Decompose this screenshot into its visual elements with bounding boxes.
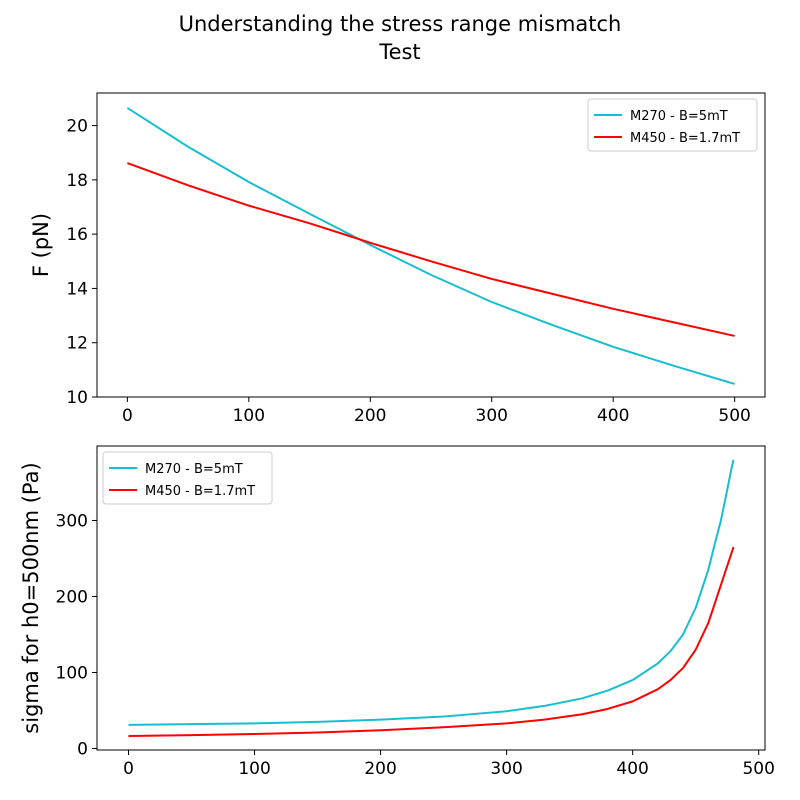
series-line-1 [128,459,735,726]
y-tick-label: 0 [77,739,88,759]
legend-box [587,98,758,152]
x-tick-label: 100 [233,406,265,426]
legend-label: M270 - B=5mT [145,462,243,477]
series-line-2 [127,162,735,337]
x-tick-label: 200 [354,406,386,426]
legend-label: M450 - B=1.7mT [630,131,740,146]
y-tick-label: 16 [66,225,88,245]
plot-frame [96,445,766,751]
y-tick-label: 14 [66,279,88,299]
y-tick-label: 12 [66,334,88,354]
x-tick-label: 0 [123,759,134,779]
y-tick-label: 10 [66,388,88,408]
y-tick-label: 200 [56,587,88,607]
x-tick-label: 500 [718,406,750,426]
plot-frame [96,92,766,398]
x-tick-label: 300 [476,406,508,426]
legend: M270 - B=5mT M450 - B=1.7mT [587,98,758,152]
y-axis-label: F (pN) [29,213,53,277]
y-tick-label: 20 [66,117,88,137]
x-tick-label: 300 [490,759,522,779]
figure-title: Understanding the stress range mismatch [178,12,622,36]
legend-box [102,451,273,505]
y-tick-label: 300 [56,511,88,531]
x-tick-label: 0 [122,406,133,426]
x-tick-label: 400 [597,406,629,426]
x-tick-label: 200 [364,759,396,779]
y-tick-label: 18 [66,171,88,191]
x-tick-label: 400 [616,759,648,779]
series-line-2 [128,546,735,737]
chart-1: 0 100 200 300 400 500 10 12 14 16 18 20 F (pN) M270 -… [29,92,766,426]
figure-subtitle: Test [379,40,421,64]
legend-label: M270 - B=5mT [630,109,728,124]
legend-label: M450 - B=1.7mT [145,484,255,499]
x-tick-label: 100 [238,759,270,779]
x-tick-label: 500 [742,759,774,779]
legend: M270 - B=5mT M450 - B=1.7mT [102,451,273,505]
y-tick-label: 100 [56,663,88,683]
chart-2: 0 100 200 300 400 500 0 100 200 300 sigma for h0=5… [19,445,775,779]
y-axis-label: sigma for h0=500nm (Pa) [19,462,43,733]
series-line-1 [126,107,735,385]
